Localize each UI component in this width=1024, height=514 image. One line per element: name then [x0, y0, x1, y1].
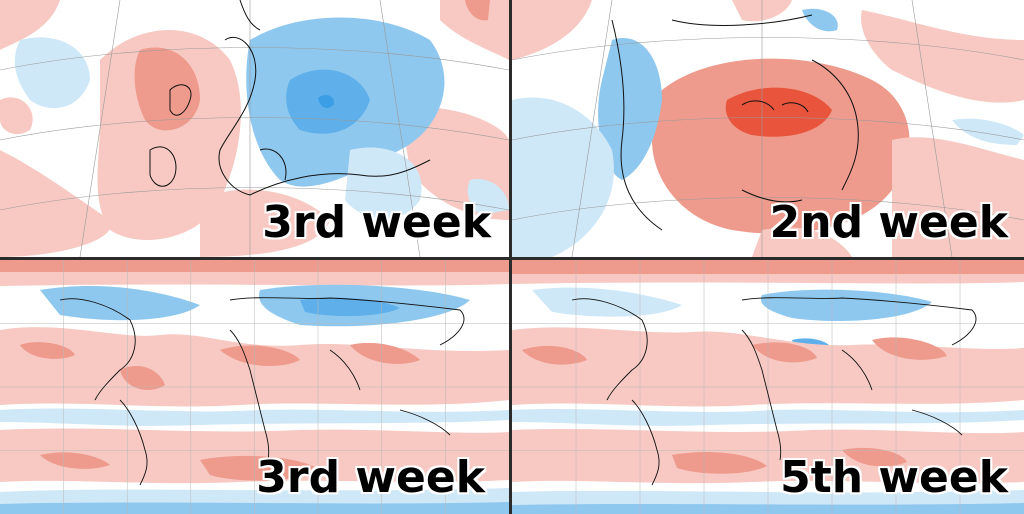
week-label: 3rd week	[256, 452, 485, 503]
map-panel-global-week3: 3rd week	[0, 260, 509, 514]
north-america-anomaly-map	[512, 0, 1024, 257]
week-label: 2nd week	[769, 197, 1008, 248]
map-panel-global-week5: 5th week	[512, 260, 1024, 514]
europe-anomaly-map	[0, 0, 509, 257]
global-anomaly-map-week5	[512, 260, 1024, 514]
week-label: 3rd week	[262, 197, 491, 248]
week-label: 5th week	[780, 452, 1008, 503]
map-panel-europe-week3: 3rd week	[0, 0, 509, 257]
global-anomaly-map-week3	[0, 260, 509, 514]
map-panel-north-america-week2: 2nd week	[512, 0, 1024, 257]
